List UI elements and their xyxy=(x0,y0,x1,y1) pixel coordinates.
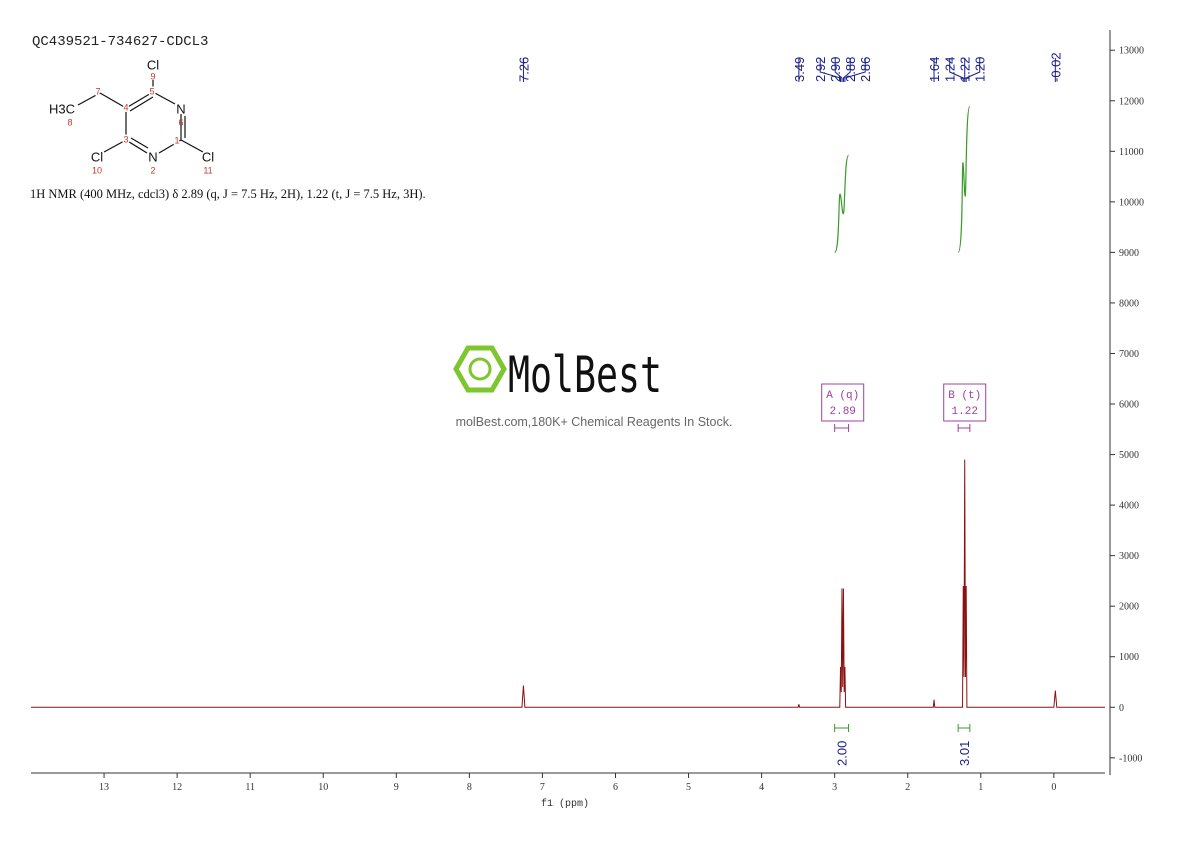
atom-number: 6 xyxy=(178,117,183,127)
integral-curve xyxy=(957,105,971,253)
atom-label: Cl xyxy=(91,149,103,164)
x-tick-label: 12 xyxy=(172,782,182,793)
y-tick-label: 2000 xyxy=(1119,602,1139,613)
x-tick-label: 5 xyxy=(686,782,691,793)
peak-connector xyxy=(844,58,866,82)
structure-bonds xyxy=(77,80,204,154)
y-tick-label: -1000 xyxy=(1119,753,1142,764)
y-tick-label: 10000 xyxy=(1119,197,1144,208)
multiplet-range xyxy=(834,424,850,432)
y-tick-label: 12000 xyxy=(1119,96,1144,107)
integral-label: 2.00 xyxy=(835,741,850,766)
integral-bracket xyxy=(834,724,850,732)
multiplet-box xyxy=(943,383,987,422)
x-tick-label: 10 xyxy=(318,782,328,793)
x-tick-label: 13 xyxy=(99,782,109,793)
locant: 3 xyxy=(123,134,128,144)
x-tick-label: 0 xyxy=(1051,782,1056,793)
chart-title: QC439521-734627-CDCL3 xyxy=(32,34,208,50)
integral-label: 3.01 xyxy=(957,741,972,766)
y-tick-label: 4000 xyxy=(1119,501,1139,512)
atom-label: Cl xyxy=(202,149,214,164)
atom-label: N xyxy=(148,149,157,164)
atom-number: 8 xyxy=(67,117,72,127)
watermark-brand: MolBest xyxy=(508,346,662,404)
atom-label: H3C xyxy=(49,101,75,116)
y-tick-label: 6000 xyxy=(1119,400,1139,411)
x-tick-label: 7 xyxy=(540,782,545,793)
peak-connector xyxy=(834,58,843,82)
atom-number: 10 xyxy=(92,165,102,175)
multiplet-shift: 1.22 xyxy=(952,406,978,418)
watermark-logo xyxy=(453,345,507,393)
integral-curve xyxy=(834,154,850,253)
x-tick-label: 9 xyxy=(394,782,399,793)
multiplet-shift: 2.89 xyxy=(830,406,856,418)
atom-label: Cl xyxy=(147,57,159,72)
x-tick-label: 1 xyxy=(978,782,983,793)
spectrum-line xyxy=(31,459,1105,708)
y-tick-label: 7000 xyxy=(1119,349,1139,360)
y-tick-label: 8000 xyxy=(1119,298,1139,309)
y-tick-label: 3000 xyxy=(1119,551,1139,562)
x-axis-label: f1 (ppm) xyxy=(541,798,589,810)
peak-connector xyxy=(949,58,964,82)
locant: 4 xyxy=(123,102,128,112)
multiplet-range xyxy=(957,424,971,432)
x-tick-label: 3 xyxy=(832,782,837,793)
y-tick-label: 1000 xyxy=(1119,652,1139,663)
multiplet-name: A (q) xyxy=(826,390,859,402)
locant: 1 xyxy=(174,135,179,145)
y-tick-label: 5000 xyxy=(1119,450,1139,461)
y-tick-label: 9000 xyxy=(1119,248,1139,259)
x-tick-label: 6 xyxy=(613,782,618,793)
peak-connector xyxy=(842,58,851,82)
y-tick-label: 0 xyxy=(1119,703,1124,714)
x-tick-label: 2 xyxy=(905,782,910,793)
integral-bracket xyxy=(957,724,971,732)
multiplet-name: B (t) xyxy=(948,390,981,402)
locant: 5 xyxy=(149,86,154,96)
watermark-tagline: molBest.com,180K+ Chemical Reagents In S… xyxy=(456,415,733,429)
x-tick-label: 8 xyxy=(467,782,472,793)
atom-number: 9 xyxy=(150,71,155,81)
peak-connector xyxy=(965,58,981,82)
peak-connector xyxy=(819,58,842,82)
y-tick-label: 13000 xyxy=(1119,46,1144,57)
x-tick-label: 4 xyxy=(759,782,764,793)
multiplet-box xyxy=(821,383,865,422)
atom-number: 2 xyxy=(150,165,155,175)
y-tick-label: 11000 xyxy=(1119,147,1144,158)
nmr-description: 1H NMR (400 MHz, cdcl3) δ 2.89 (q, J = 7… xyxy=(30,187,426,201)
atom-label: N xyxy=(176,101,185,116)
locant: 7 xyxy=(95,86,100,96)
atom-number: 11 xyxy=(203,165,212,175)
x-tick-label: 11 xyxy=(245,782,255,793)
